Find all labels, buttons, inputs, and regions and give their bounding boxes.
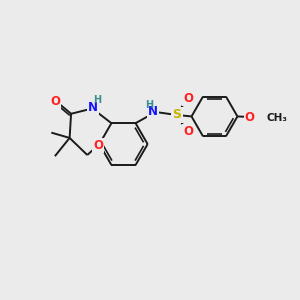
Text: O: O bbox=[184, 92, 194, 105]
Text: O: O bbox=[93, 139, 103, 152]
Text: O: O bbox=[245, 110, 255, 124]
Text: CH₃: CH₃ bbox=[267, 112, 288, 123]
Text: O: O bbox=[184, 125, 194, 138]
Text: S: S bbox=[172, 109, 181, 122]
Text: N: N bbox=[88, 101, 98, 114]
Text: O: O bbox=[50, 95, 60, 108]
Text: N: N bbox=[148, 105, 158, 118]
Text: H: H bbox=[93, 95, 101, 105]
Text: H: H bbox=[145, 100, 153, 110]
